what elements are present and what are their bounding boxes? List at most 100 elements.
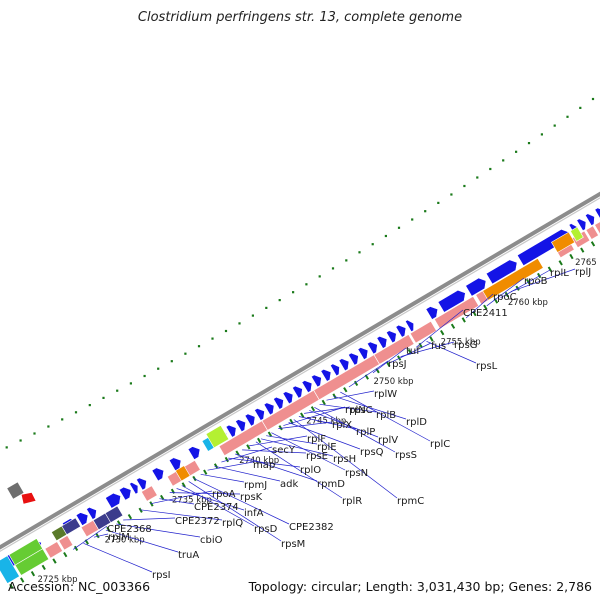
gene-label: rplV [378, 435, 398, 446]
label-line [319, 403, 377, 413]
outer-dot [197, 345, 201, 348]
kbp-label: 2755 kbp [441, 337, 481, 347]
label-line [278, 421, 333, 429]
outer-dot [184, 352, 187, 355]
gene-label: rpsH [333, 454, 356, 465]
outer-dot [170, 360, 173, 363]
outer-dot [265, 306, 268, 309]
label-line [200, 473, 245, 483]
label-line [415, 309, 464, 348]
label-line [181, 485, 255, 527]
outer-dot [463, 184, 466, 188]
label-line [326, 390, 375, 401]
outer-dot [424, 210, 427, 213]
scale-tick [181, 482, 186, 488]
forward-gene [348, 352, 359, 366]
label-line [83, 542, 153, 573]
forward-gene [576, 218, 587, 231]
forward-gene [225, 424, 237, 438]
forward-gene [105, 493, 121, 509]
outer-dot [251, 314, 254, 317]
reverse-gene [373, 334, 415, 365]
outer-dotted-circle [5, 97, 595, 449]
forward-gene [386, 330, 397, 344]
label-line [426, 340, 477, 364]
topology-summary: Topology: circular; Length: 3,031,430 bp… [248, 579, 592, 594]
gene-label: rpsQ [360, 447, 384, 458]
scale-tick [461, 317, 466, 323]
orange-block [482, 257, 544, 301]
forward-gene [485, 259, 518, 285]
gene-label: rplL [550, 268, 569, 279]
forward-gene [244, 413, 256, 427]
kbp-label: 2735 kbp [172, 496, 212, 506]
outer-dot [553, 124, 556, 127]
outer-dot [345, 259, 348, 262]
outer-dot [331, 267, 335, 270]
scale-tick [30, 571, 36, 577]
label-line [293, 419, 398, 499]
scale-tick [332, 393, 337, 399]
scale-tick [235, 450, 240, 456]
scale-tick [95, 532, 100, 539]
outer-dot [318, 275, 321, 278]
outer-dot [515, 150, 518, 153]
kbp-label: 2725 kbp [37, 575, 77, 585]
outer-dot [5, 446, 8, 449]
scale-tick [278, 425, 283, 431]
forward-gene [86, 507, 97, 520]
accession-text: Accession: NC_003366 [8, 579, 151, 594]
scale-tick [321, 399, 326, 406]
gene-label: CPE2411 [463, 308, 508, 319]
outer-dot [579, 106, 582, 109]
outer-dot [102, 396, 105, 399]
reverse-gene [585, 225, 599, 240]
scale-tick [580, 247, 585, 253]
gene-label: truA [178, 550, 199, 561]
label-line [188, 481, 282, 542]
backbone-edge [0, 197, 600, 552]
forward-gene [136, 477, 147, 491]
forward-gene [168, 457, 182, 472]
outer-dot [157, 367, 160, 370]
scale-tick [472, 310, 477, 317]
scale-tick [375, 367, 380, 374]
gene-label: adk [280, 479, 298, 490]
scale-tick [590, 241, 596, 247]
scale-tick [537, 272, 542, 279]
forward-gene [367, 341, 378, 355]
reverse-gene [594, 221, 600, 235]
reverse-gene [58, 535, 74, 551]
outer-dot [502, 159, 505, 162]
kbp-label: 2765 kbp [575, 258, 600, 268]
label-line [248, 435, 308, 447]
gene-label: CPE2368 [107, 524, 152, 535]
gene-label: rpsD [254, 524, 278, 535]
label-line [288, 422, 361, 450]
orange-block [550, 231, 576, 253]
scale-tick [73, 545, 79, 552]
kbp-label: 2730 kbp [105, 535, 145, 545]
scale-tick [149, 501, 154, 507]
gene-label: CPE2372 [175, 516, 220, 527]
outer-dot [476, 176, 479, 179]
gene-label: rplO [300, 465, 321, 476]
reverse-gene [44, 541, 64, 559]
gene-label: rpoA [212, 489, 236, 500]
gene-label: rplE [317, 442, 337, 453]
gene-label: rpsJ [388, 359, 407, 370]
gene-label: rpoB [524, 276, 548, 287]
scale-tick [203, 469, 208, 475]
reverse-gene [433, 295, 480, 330]
forward-gene [376, 336, 388, 349]
scale-tick [418, 342, 423, 349]
outer-dot [384, 234, 387, 238]
gene-label: CPE2382 [289, 522, 334, 533]
label-line [235, 453, 318, 482]
label-line [255, 441, 343, 499]
forward-gene [594, 207, 600, 219]
forward-gene [187, 446, 201, 460]
lime-block [569, 226, 584, 242]
forward-gene [301, 380, 313, 393]
